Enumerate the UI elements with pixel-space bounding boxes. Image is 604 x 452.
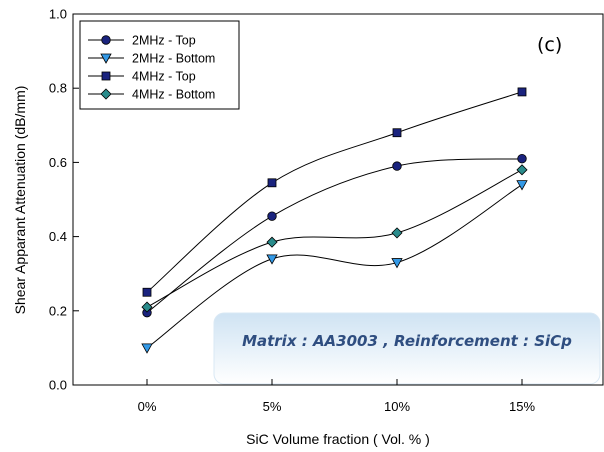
legend-marker (101, 71, 111, 81)
legend-entry: 4MHz - Top (88, 70, 196, 84)
legend-marker (100, 53, 112, 64)
y-tick-label: 0.6 (49, 155, 67, 170)
legend-label: 2MHz - Top (132, 34, 196, 48)
series-3 (141, 164, 528, 313)
series-line (146, 169, 523, 308)
data-point (392, 128, 402, 138)
data-point (142, 287, 152, 297)
y-tick-label: 1.0 (49, 7, 67, 22)
legend-marker (100, 88, 112, 100)
series-1 (141, 180, 528, 354)
legend-label: 2MHz - Bottom (132, 52, 215, 66)
y-tick-label: 0.4 (49, 229, 67, 244)
plot-frame (72, 13, 604, 386)
legend-marker (101, 35, 111, 45)
data-point (141, 301, 153, 313)
data-point (267, 178, 277, 188)
annotation-text: Matrix : AA3003 , Reinforcement : SiCp (242, 332, 572, 350)
series-line (146, 184, 523, 349)
x-axis: 0% 5% 10% 15% (138, 379, 535, 414)
legend-entry: 2MHz - Bottom (88, 52, 215, 66)
data-point (391, 227, 403, 239)
data-point (141, 343, 153, 354)
y-tick-label: 0.8 (49, 81, 67, 96)
series-0 (142, 153, 527, 318)
y-axis: 0.0 0.2 0.4 0.6 0.8 1.0 (49, 7, 79, 393)
data-point (391, 258, 403, 269)
panel-label: (c) (537, 34, 562, 56)
x-tick-label: 15% (509, 399, 535, 414)
series-line (146, 158, 523, 314)
data-point (517, 153, 527, 164)
data-point (266, 254, 278, 265)
series-line (146, 91, 523, 293)
data-point (266, 236, 278, 248)
legend-label: 4MHz - Top (132, 70, 196, 84)
data-point (516, 180, 528, 191)
legend-entry: 2MHz - Top (88, 34, 196, 48)
x-axis-title: SiC Volume fraction ( Vol. % ) (246, 431, 430, 447)
x-tick-label: 10% (384, 399, 410, 414)
legend-label: 4MHz - Bottom (132, 88, 215, 102)
data-point (517, 87, 527, 97)
y-tick-label: 0.0 (49, 378, 67, 393)
legend: 2MHz - Top 2MHz - Bottom 4MHz - Top 4MHz - … (79, 20, 240, 110)
x-tick-label: 0% (138, 399, 157, 414)
series-layer (141, 87, 528, 354)
data-point (516, 164, 528, 176)
x-tick-label: 5% (263, 399, 282, 414)
y-tick-label: 0.2 (49, 303, 67, 318)
data-point (267, 211, 277, 221)
series-2 (142, 87, 527, 297)
data-point (392, 161, 402, 171)
legend-entry: 4MHz - Bottom (88, 88, 215, 102)
y-axis-title: Shear Apparant Attenuation (dB/mm) (12, 86, 28, 315)
annotation-box: Matrix : AA3003 , Reinforcement : SiCp (213, 312, 601, 385)
